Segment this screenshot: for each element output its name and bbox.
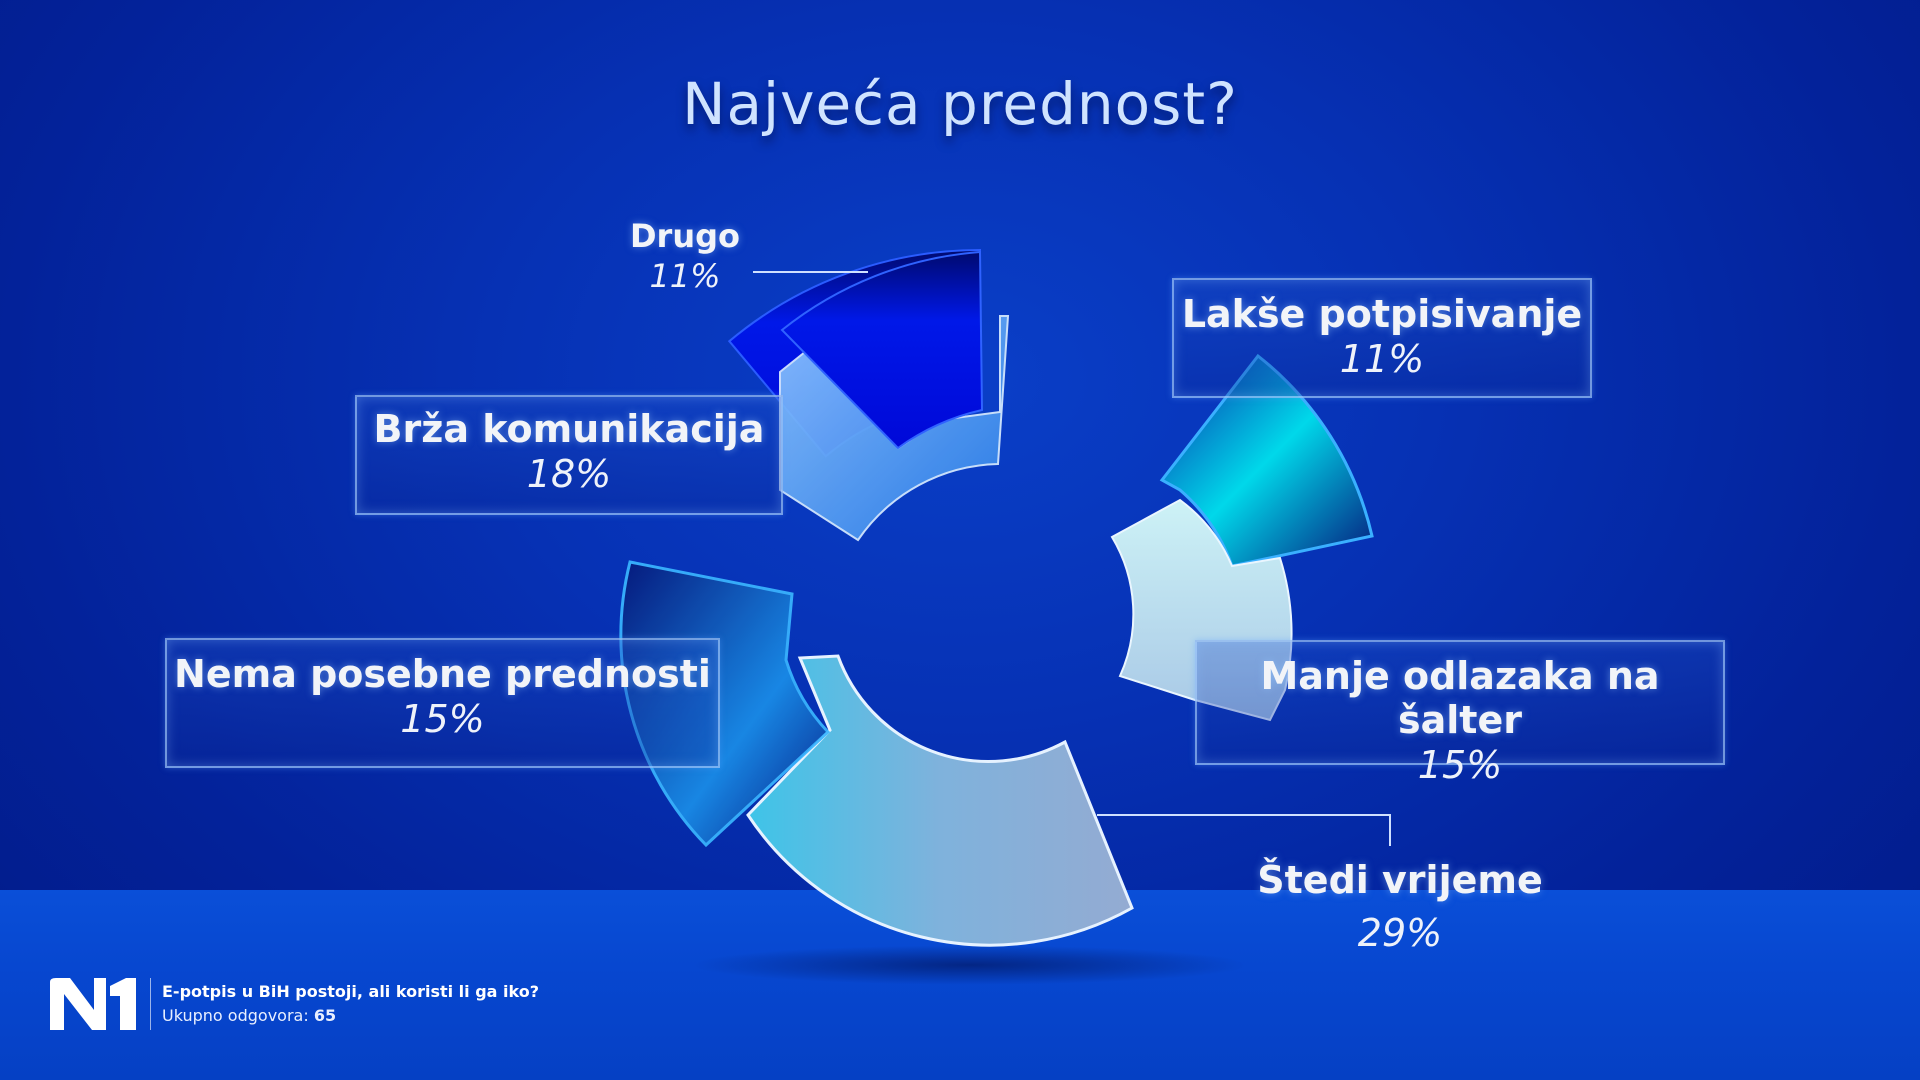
label-stedi-value: 29% <box>1357 911 1443 955</box>
label-box-lakse-potpisivanje: Lakše potpisivanje 11% <box>1172 278 1592 398</box>
label-stedi-name: Štedi vrijeme <box>1257 858 1543 902</box>
chart-title: Najveća prednost? <box>682 70 1238 138</box>
n1-logo <box>50 978 138 1034</box>
label-drugo-name: Drugo <box>629 217 740 255</box>
label-lakse-name: Lakše potpisivanje <box>1181 292 1583 336</box>
leader-line-stedi-h <box>1097 814 1390 816</box>
label-lakse-value: 11% <box>1339 337 1425 381</box>
segment-stedi-vrijeme <box>746 654 1134 947</box>
label-box-nema-posebne-prednosti: Nema posebne prednosti 15% <box>165 638 720 768</box>
label-stedi-vrijeme: Štedi vrijeme 29% <box>1250 858 1550 956</box>
label-drugo: Drugo 11% <box>615 216 755 296</box>
footer-headline: E-potpis u BiH postoji, ali koristi li g… <box>162 982 539 1001</box>
leader-line-stedi-v <box>1389 814 1391 846</box>
segment-nema-posebne-prednosti <box>619 560 831 848</box>
footer-divider <box>150 978 151 1030</box>
label-manje-name: Manje odlazaka na šalter <box>1260 654 1660 742</box>
segment-drugo-front <box>780 250 984 450</box>
label-brza-value: 18% <box>526 452 612 496</box>
label-drugo-value: 11% <box>649 257 721 295</box>
n1-logo-icon <box>50 978 136 1030</box>
label-nema-value: 15% <box>400 697 485 741</box>
segment-manje-odlazaka <box>1110 498 1293 722</box>
label-brza-name: Brža komunikacija <box>373 407 765 451</box>
responses-label: Ukupno odgovora: <box>162 1006 309 1025</box>
label-box-manje-odlazaka: Manje odlazaka na šalter 15% <box>1195 640 1725 787</box>
label-nema-name: Nema posebne prednosti <box>174 652 711 696</box>
responses-count: 65 <box>313 1006 337 1025</box>
label-manje-value: 15% <box>1417 743 1503 787</box>
chart-shadow <box>690 945 1250 985</box>
label-box-brza-komunikacija: Brža komunikacija 18% <box>355 395 783 515</box>
leader-line-drugo <box>753 271 868 273</box>
footer-responses: Ukupno odgovora: 65 <box>162 1006 336 1025</box>
